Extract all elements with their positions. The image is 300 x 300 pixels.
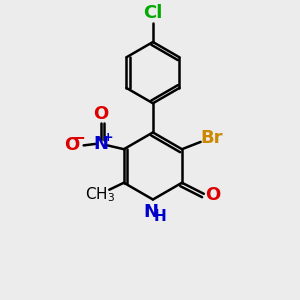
Text: CH$_3$: CH$_3$	[85, 185, 115, 204]
Text: −: −	[72, 128, 86, 146]
Text: O: O	[206, 186, 221, 204]
Text: O: O	[94, 105, 109, 123]
Text: +: +	[103, 131, 114, 144]
Text: N: N	[143, 203, 158, 221]
Text: Cl: Cl	[143, 4, 163, 22]
Text: O: O	[64, 136, 79, 154]
Text: N: N	[94, 135, 109, 153]
Text: H: H	[154, 209, 167, 224]
Text: Br: Br	[200, 129, 223, 147]
